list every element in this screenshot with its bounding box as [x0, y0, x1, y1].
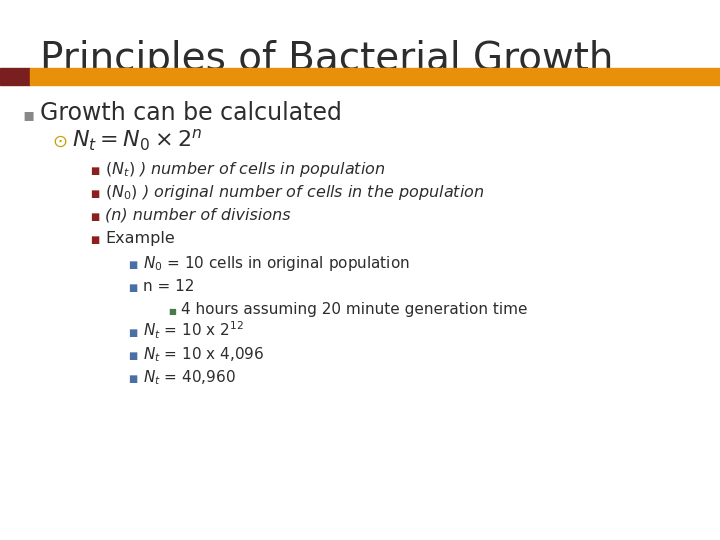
Text: ■: ■ — [90, 235, 99, 245]
Bar — [30, 68, 720, 85]
Text: (n) number of divisions: (n) number of divisions — [105, 208, 291, 223]
Text: Principles of Bacterial Growth: Principles of Bacterial Growth — [40, 40, 613, 78]
Text: ■: ■ — [90, 166, 99, 176]
Text: n = 12: n = 12 — [143, 279, 194, 294]
Text: $N_t$ = 10 x $2^{12}$: $N_t$ = 10 x $2^{12}$ — [143, 319, 244, 341]
Text: Example: Example — [105, 231, 175, 246]
Text: 4 hours assuming 20 minute generation time: 4 hours assuming 20 minute generation ti… — [181, 302, 528, 317]
Text: $N_t$ = 40,960: $N_t$ = 40,960 — [143, 368, 235, 387]
Text: ■: ■ — [128, 328, 138, 338]
Text: $\mathit{N}_t = \mathit{N}_0 \times 2^n$: $\mathit{N}_t = \mathit{N}_0 \times 2^n$ — [72, 127, 202, 153]
Text: ⊙: ⊙ — [52, 133, 67, 151]
Bar — [0, 68, 30, 85]
Text: $N_t$ = 10 x 4,096: $N_t$ = 10 x 4,096 — [143, 345, 264, 364]
Text: ■: ■ — [128, 374, 138, 384]
Text: $\mathit{(N_t)}$ ) number of cells in population: $\mathit{(N_t)}$ ) number of cells in po… — [105, 160, 385, 179]
Text: Growth can be calculated: Growth can be calculated — [40, 101, 342, 125]
Text: ■: ■ — [90, 189, 99, 199]
Text: ■: ■ — [128, 260, 138, 270]
Text: ■: ■ — [90, 212, 99, 222]
Text: $\mathit{(N_0)}$ ) original number of cells in the population: $\mathit{(N_0)}$ ) original number of ce… — [105, 183, 485, 202]
Text: $N_0$ = 10 cells in original population: $N_0$ = 10 cells in original population — [143, 254, 410, 273]
Text: ■: ■ — [168, 307, 176, 316]
Text: ■: ■ — [128, 351, 138, 361]
Text: ▪: ▪ — [22, 106, 35, 124]
Text: ■: ■ — [128, 283, 138, 293]
